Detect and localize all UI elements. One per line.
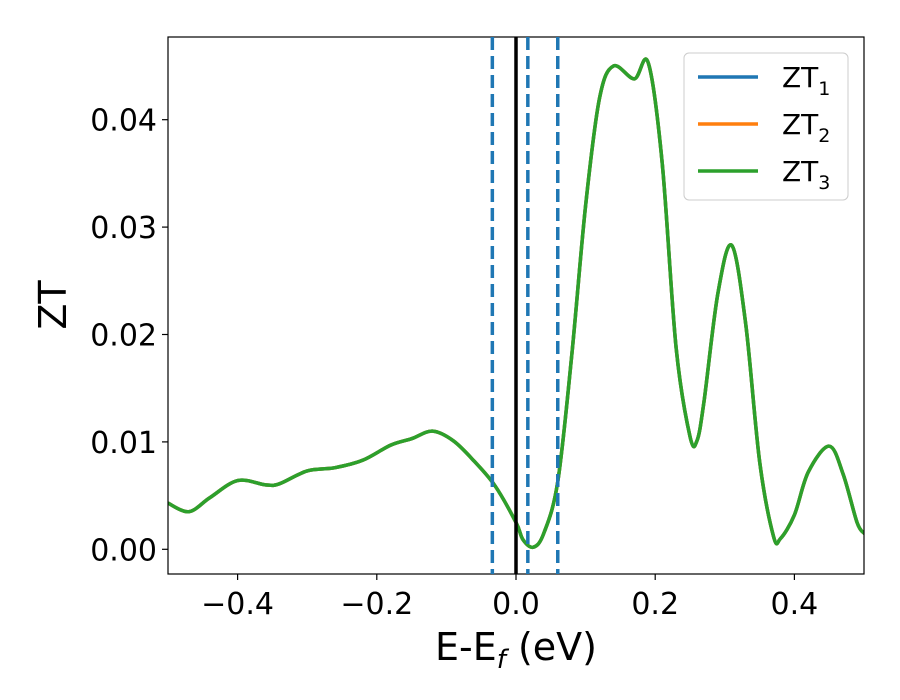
y-tick-label: 0.03 [90, 211, 157, 246]
x-tick-label: 0.0 [492, 587, 540, 622]
x-tick-label: −0.4 [201, 587, 274, 622]
axis-ticks: −0.4 −0.2 0.0 0.2 0.4 0.00 0.01 0.02 0.03 0.04 [90, 104, 818, 622]
y-axis-label: ZT [31, 280, 75, 330]
y-tick-label: 0.04 [90, 104, 157, 139]
x-axis-label: E-Ef (eV) [435, 625, 597, 675]
x-tick-label: 0.2 [631, 587, 679, 622]
y-tick-label: 0.02 [90, 318, 157, 353]
legend-label-2: ZT2 [782, 108, 830, 147]
legend-box [683, 52, 849, 201]
legend-label-3: ZT3 [782, 155, 830, 194]
series-line-3 [168, 57, 864, 550]
y-tick-label: 0.01 [90, 426, 157, 461]
reference-lines [490, 37, 560, 574]
legend: ZT1 ZT2 ZT3 [683, 52, 849, 201]
x-tick-label: 0.4 [771, 587, 819, 622]
x-tick-label: −0.2 [340, 587, 413, 622]
y-tick-label: 0.00 [90, 533, 157, 568]
legend-label-1: ZT1 [782, 61, 830, 100]
series-lines [168, 57, 864, 550]
